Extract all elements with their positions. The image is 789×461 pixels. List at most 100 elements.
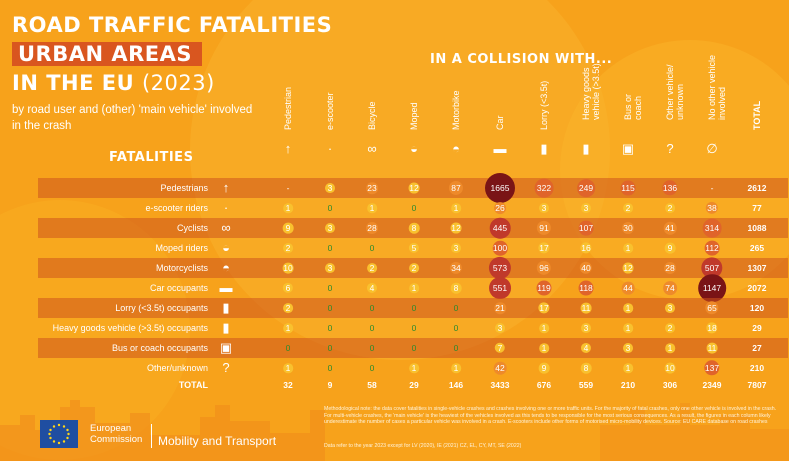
column-header: Heavy goods vehicle (>3.5t): [566, 60, 606, 140]
value-bubble: [366, 182, 378, 194]
value-bubble: [495, 323, 505, 333]
column-header-label: e-scooter: [325, 92, 335, 130]
collision-heading: IN A COLLISION WITH...: [430, 52, 613, 67]
cell-value: 507: [704, 263, 720, 273]
table-cell: 265: [737, 238, 777, 258]
table-cell: 1: [268, 198, 308, 218]
value-bubble: [622, 262, 634, 274]
cell-value: 551: [492, 283, 508, 293]
cell-value: 0: [285, 343, 291, 353]
table-cell: 3: [310, 178, 350, 198]
cell-value: 12: [623, 263, 633, 273]
table-cell: 107: [566, 218, 606, 238]
table-cell: 3: [310, 218, 350, 238]
value-bubble: [367, 203, 377, 213]
table-cell: 551: [480, 277, 520, 299]
table-cell: 210: [737, 358, 777, 378]
table-row: Cyclists ∞ 9 3 28 8 12 445 91 107 30 41 314 1088: [38, 217, 788, 239]
value-bubble: [581, 203, 591, 213]
logo-line-2: Commission: [90, 434, 143, 445]
value-bubble: [283, 203, 293, 213]
cell-value: 6: [285, 283, 291, 293]
cell-value: 3: [541, 203, 547, 213]
value-bubble: [706, 322, 718, 334]
value-bubble: [449, 261, 463, 275]
cell-value: 1665: [490, 183, 510, 193]
cell-value: 9: [541, 363, 547, 373]
table-cell: 1: [394, 358, 434, 378]
table-cell: 3: [436, 238, 476, 258]
title-line-2: URBAN AREAS: [12, 42, 203, 66]
table-cell: 2072: [737, 278, 777, 298]
table-cell: 28: [352, 218, 392, 238]
bicycle-icon: ∞: [367, 141, 377, 156]
cell-value: 42: [495, 363, 505, 373]
value-bubble: [451, 363, 461, 373]
table-cell: 2: [268, 238, 308, 258]
cell-value: 0: [453, 303, 459, 313]
table-cell: 100: [480, 238, 520, 258]
eu-flag-logo: [40, 420, 78, 448]
cell-value: 3: [497, 323, 503, 333]
heavy-goods-vehicle-icon: ▮: [582, 141, 590, 156]
title-year: (2023): [141, 71, 215, 95]
cell-value: 3: [327, 223, 333, 233]
value-bubble: [665, 203, 675, 213]
value-bubble: [623, 203, 633, 213]
empty-set-icon: ∅: [706, 141, 718, 156]
table-cell: -: [268, 178, 308, 198]
value-bubble: [706, 342, 718, 354]
cell-value: 0: [411, 303, 417, 313]
table-cell: 1: [436, 358, 476, 378]
table-row: Bus or coach occupants ▣ 0 0 0 0 0 7 1 4 3 1 11 27: [38, 338, 788, 358]
table-cell: 249: [566, 178, 606, 198]
table-cell: 9: [268, 218, 308, 238]
cell-value: 17: [539, 303, 549, 313]
table-cell: 0: [436, 298, 476, 318]
column-header: Pedestrian: [268, 60, 308, 140]
table-cell: -: [692, 178, 732, 198]
table-cell: 4: [566, 338, 606, 358]
column-total: 306: [662, 380, 678, 390]
column-header-label: Heavy goods vehicle (>3.5t): [581, 63, 601, 120]
cell-value: 2: [369, 263, 375, 273]
cell-value: 18: [707, 323, 717, 333]
column-total: 559: [578, 380, 594, 390]
cell-value: 11: [707, 343, 717, 353]
e-scooter-icon: ·: [327, 141, 333, 156]
table-cell: 3: [608, 338, 648, 358]
cell-value: 30: [623, 223, 633, 233]
cell-value: 9: [667, 243, 673, 253]
table-cell: 17: [524, 298, 564, 318]
cell-value: 0: [369, 303, 375, 313]
cell-value: 1147: [702, 283, 722, 293]
cell-value: 0: [327, 363, 333, 373]
table-cell: 27: [737, 338, 777, 358]
value-bubble: [283, 323, 293, 333]
table-cell: 7: [480, 338, 520, 358]
value-bubble: [539, 323, 549, 333]
row-label: Cyclists: [177, 223, 208, 233]
table-cell: 12: [394, 178, 434, 198]
table-cell: 120: [737, 298, 777, 318]
column-header: Bus or coach: [608, 60, 648, 140]
table-cell: 9: [650, 238, 690, 258]
table-cell: 0: [436, 338, 476, 358]
table-cell: 17: [524, 238, 564, 258]
value-bubble: [580, 302, 592, 314]
cell-value: 1: [285, 323, 291, 333]
bg-circle: [560, 40, 789, 300]
cell-value: 0: [327, 243, 333, 253]
cell-value: 1: [541, 343, 547, 353]
value-bubble: [283, 243, 293, 253]
row-total: 77: [752, 203, 762, 213]
totals-label: TOTAL: [178, 380, 208, 390]
cell-value: 0: [369, 243, 375, 253]
row-label: Car occupants: [149, 283, 208, 293]
table-cell: 65: [692, 298, 732, 318]
cell-value: 65: [707, 303, 717, 313]
table-cell: 29: [737, 318, 777, 338]
table-cell: 314: [692, 218, 732, 238]
cell-value: 11: [581, 303, 591, 313]
value-bubble: [485, 173, 515, 203]
